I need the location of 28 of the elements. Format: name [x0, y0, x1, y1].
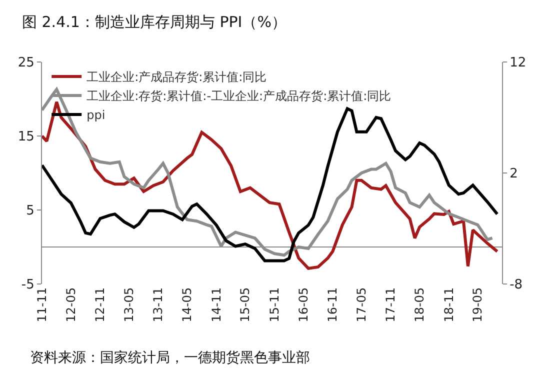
- legend-label: 工业企业:产成品存货:累计值:同比: [86, 70, 267, 84]
- x-tick-label: 13-11: [151, 287, 166, 322]
- y-tick-label: 15: [18, 130, 34, 145]
- x-tick-label: 15-05: [238, 287, 252, 322]
- x-tick-label: 13-05: [122, 287, 136, 322]
- x-tick-label: 16-05: [296, 287, 310, 322]
- y2-tick-label: 2: [510, 166, 518, 182]
- x-tick-label: 14-05: [180, 287, 194, 322]
- x-tick-label: 15-11: [267, 287, 282, 322]
- text: 资料来源：国家统计局，一德期货黑色事业部: [30, 350, 310, 366]
- x-tick-label: 17-11: [384, 287, 398, 322]
- y-tick-label: -5: [21, 278, 34, 293]
- x-tick-label: 17-05: [354, 287, 368, 322]
- x-tick-label: 19-05: [470, 287, 485, 322]
- y-tick-label: 5: [26, 204, 34, 219]
- chart-title: 图 2.4.1：制造业库存周期与 PPI（%）: [22, 13, 286, 32]
- y2-tick-label: 12: [510, 56, 526, 71]
- x-tick-label: 18-05: [412, 287, 426, 322]
- y2-tick-label: -8: [510, 278, 523, 293]
- x-tick-label: 11-11: [34, 287, 49, 322]
- y-tick-label: 25: [18, 56, 34, 71]
- legend-label: 工业企业:存货:累计值:-工业企业:产成品存货:累计值:同比: [86, 89, 392, 104]
- x-tick-label: 18-11: [442, 287, 456, 322]
- x-tick-label: 12-11: [93, 287, 108, 322]
- x-tick-label: 12-05: [64, 287, 78, 322]
- x-tick-label: 16-11: [326, 287, 340, 322]
- legend-label: ppi: [86, 108, 106, 122]
- x-tick-label: 14-11: [209, 287, 224, 322]
